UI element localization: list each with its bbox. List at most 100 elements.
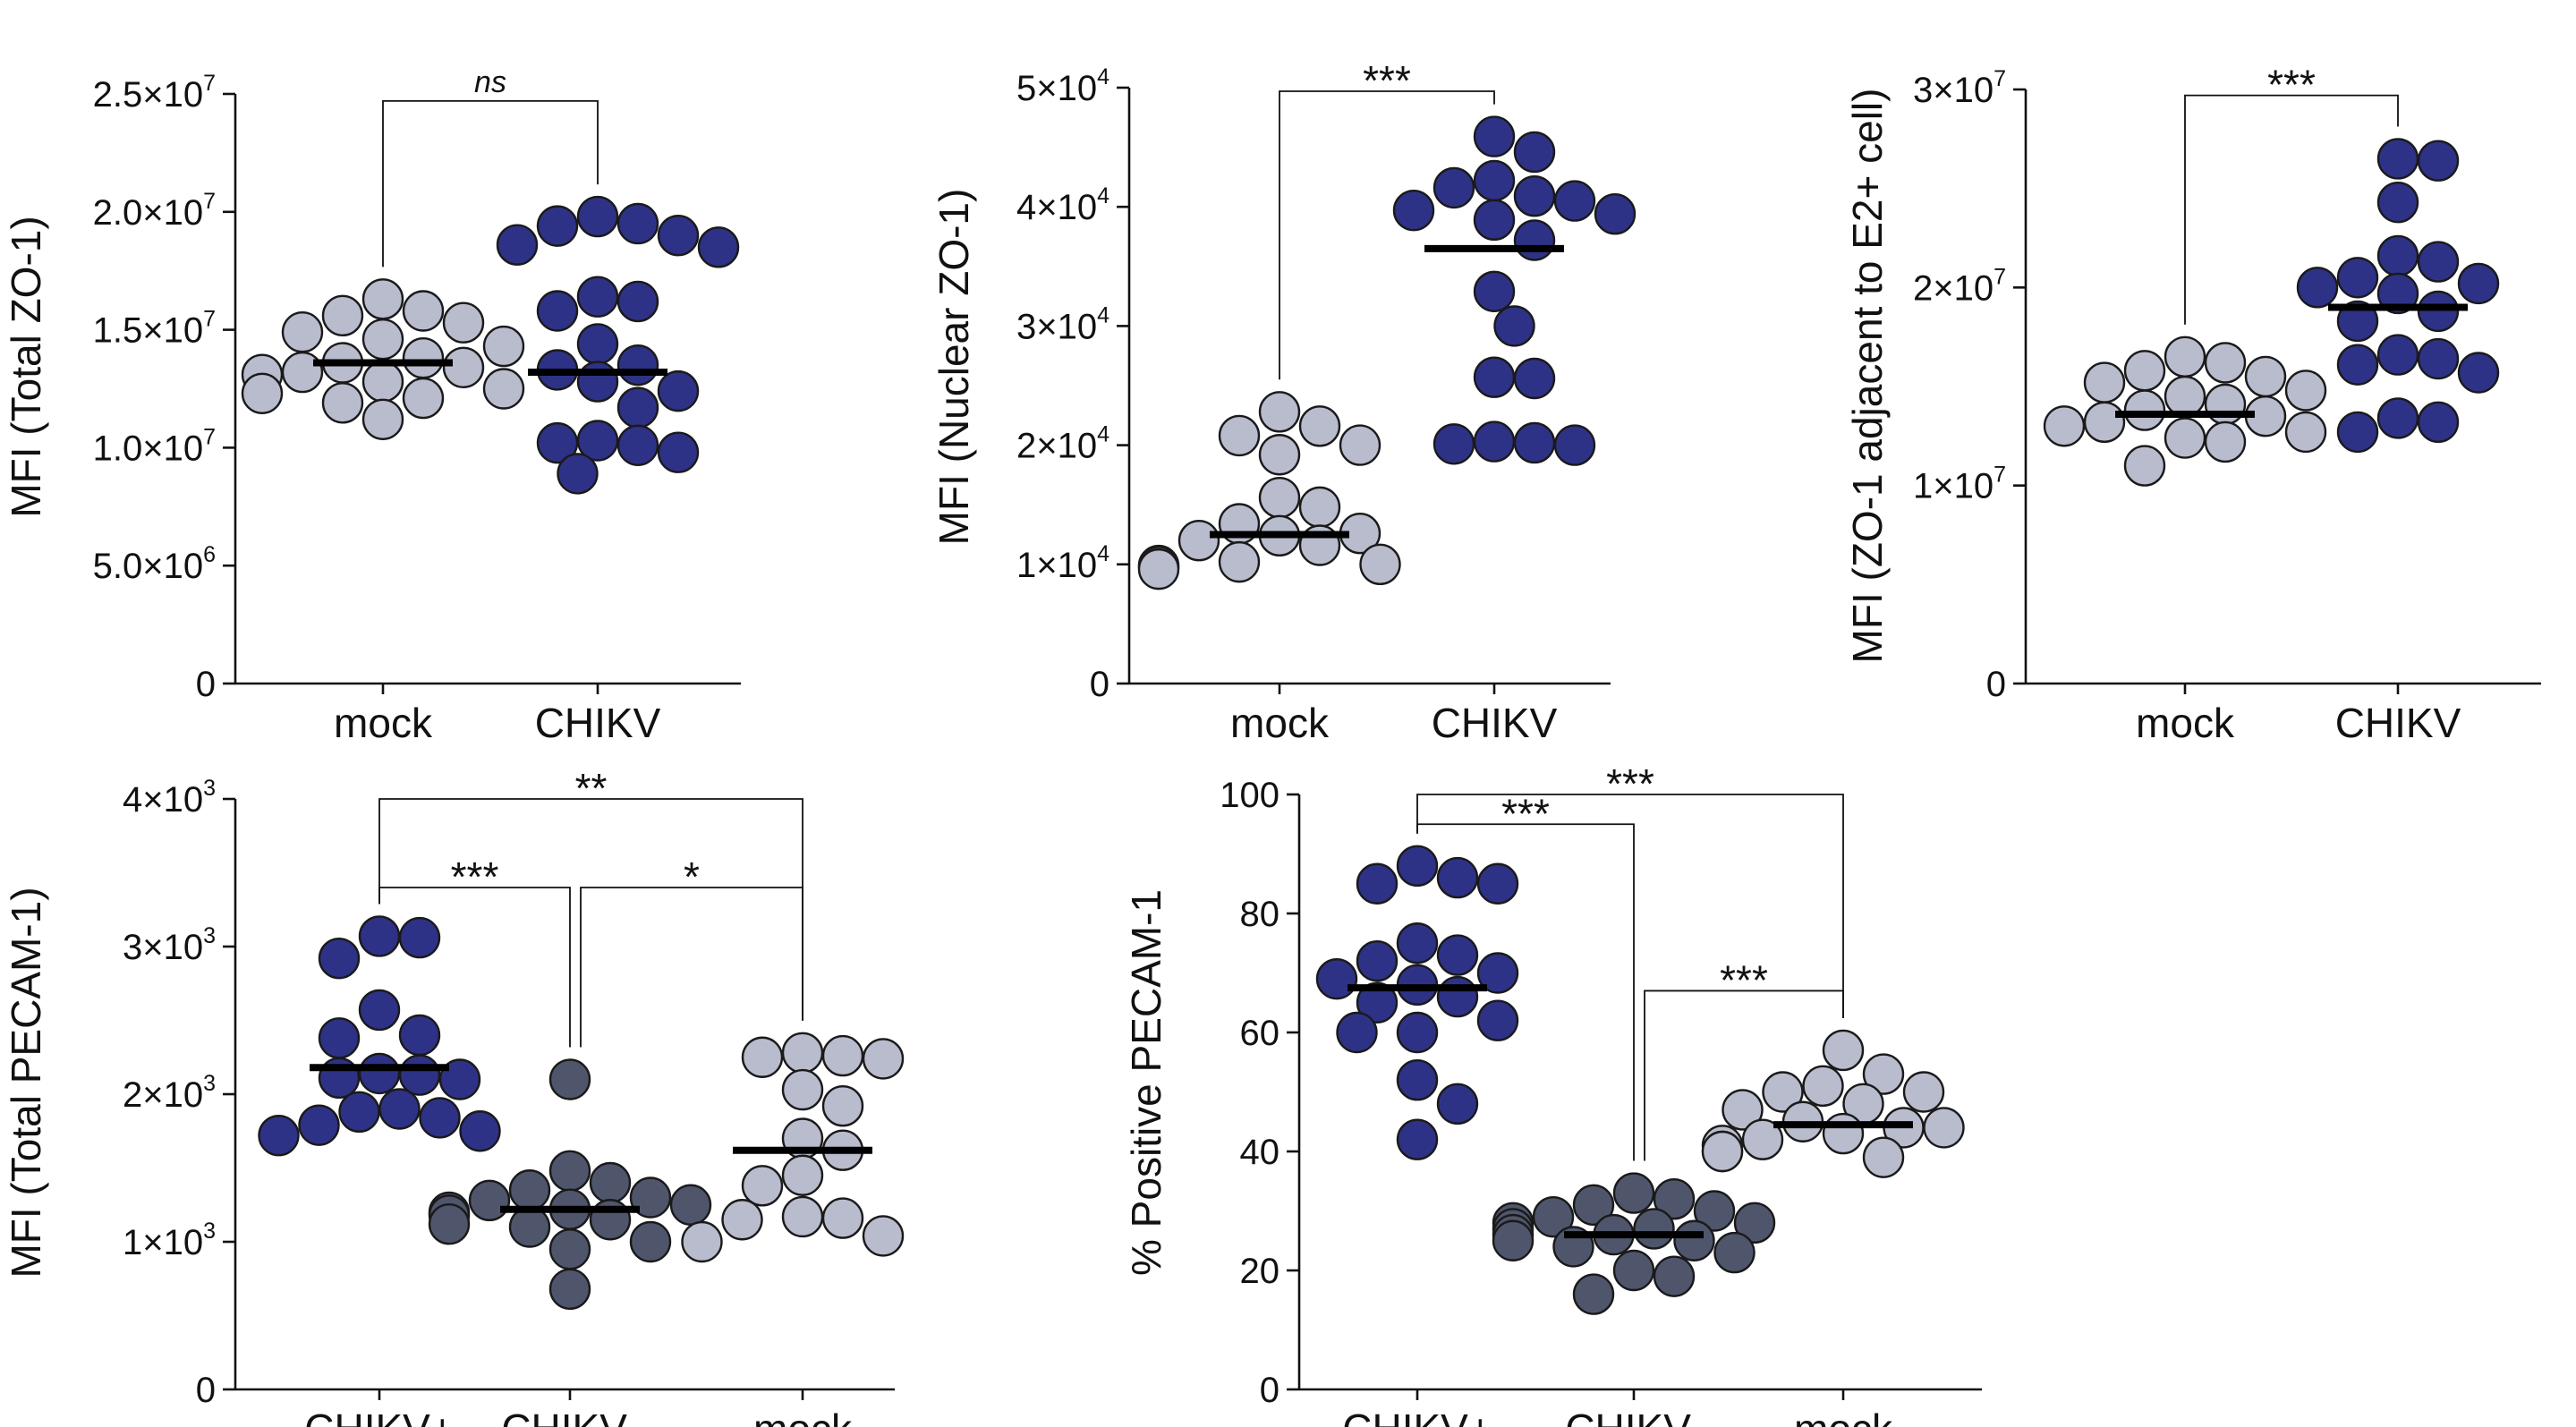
data-point [482, 368, 525, 410]
data-point [1553, 180, 1596, 222]
data-point [1476, 862, 1519, 905]
y-tick-label: 2.0×107 [93, 189, 216, 233]
data-point [318, 1017, 361, 1059]
data-point [576, 276, 619, 318]
data-point [2376, 397, 2419, 439]
significance-bracket [1279, 90, 1495, 380]
y-tick-label: 1.0×107 [93, 424, 216, 468]
data-point [361, 278, 404, 320]
data-point [589, 1161, 632, 1204]
data-point [1396, 1011, 1439, 1054]
y-axis-label: MFI (Total PECAM-1) [3, 887, 49, 1278]
data-point [616, 280, 659, 323]
data-point [338, 1091, 380, 1134]
data-point [657, 431, 700, 473]
data-point [2204, 420, 2247, 463]
data-point [576, 323, 619, 365]
y-tick-label: 0 [196, 665, 216, 704]
y-tick-label: 5.0×106 [93, 542, 216, 586]
significance-bracket [580, 887, 803, 1048]
data-point [1258, 434, 1301, 476]
data-point [361, 398, 404, 440]
y-tick-label: 3×104 [1016, 302, 1109, 346]
data-point [1177, 519, 1220, 562]
category-label: mock [2136, 700, 2235, 746]
y-axis-label: MFI (Nuclear ZO-1) [931, 189, 977, 546]
series-mock [241, 278, 525, 440]
data-point [2417, 140, 2460, 182]
data-point [468, 1179, 511, 1222]
data-point [616, 386, 659, 429]
series-mock [2043, 336, 2327, 487]
series-CHIKV+ [258, 915, 501, 1157]
data-point [402, 337, 445, 379]
y-tick-label: 0 [1986, 665, 2006, 704]
data-point [2083, 361, 2126, 403]
category-label: mock [1230, 700, 1330, 746]
data-point [1513, 421, 1556, 464]
data-point [616, 344, 659, 386]
data-point [1476, 999, 1519, 1041]
data-point [1673, 1219, 1715, 1261]
data-point [459, 1110, 501, 1152]
significance-label: * [684, 854, 700, 900]
data-point [781, 1195, 824, 1238]
data-point [1572, 1273, 1615, 1315]
y-tick-label: 5×104 [1016, 64, 1109, 108]
data-point [669, 1184, 712, 1226]
series-CHIKV [496, 195, 740, 495]
data-point [2204, 342, 2247, 384]
data-point [398, 916, 441, 959]
data-point [361, 361, 404, 403]
data-point [358, 1052, 401, 1095]
panel-positive-pecam1: 0 20 40 60 80 100 % Positive PECAM-1 CHIKV+ CHIK… [1123, 760, 1982, 1427]
data-point [321, 294, 364, 336]
series-CHIKV [1392, 115, 1637, 466]
significance-bracket [1416, 823, 1635, 1161]
data-point [2376, 138, 2419, 180]
data-point [1473, 270, 1516, 312]
significance-label: *** [451, 854, 499, 900]
data-point [1513, 131, 1556, 174]
data-point [419, 1097, 461, 1139]
data-point [2417, 241, 2460, 283]
data-point [741, 1165, 784, 1207]
data-point [398, 1014, 441, 1057]
series-mock [1701, 1029, 1965, 1178]
data-point [781, 1154, 824, 1196]
data-point [2296, 267, 2339, 309]
data-point [1356, 939, 1399, 982]
data-point [378, 1088, 421, 1130]
data-point [298, 1104, 340, 1146]
y-tick-label: 0 [196, 1371, 216, 1410]
data-point [321, 382, 364, 424]
data-point [697, 226, 740, 268]
series-CHIKV+ [1315, 845, 1519, 1160]
data-point [358, 915, 401, 957]
data-point [496, 224, 539, 266]
significance-bracket [378, 798, 803, 1021]
data-point [616, 202, 659, 245]
y-tick-label: 4×103 [123, 776, 216, 820]
data-point [281, 311, 324, 353]
y-tick-label: 100 [1220, 776, 1279, 815]
data-point [1862, 1053, 1905, 1095]
category-label: mock [334, 700, 433, 746]
data-point [1653, 1255, 1696, 1297]
data-point [741, 1036, 784, 1078]
data-point [358, 989, 401, 1032]
data-point [1532, 1195, 1575, 1238]
significance-label: *** [2267, 62, 2316, 108]
data-point [1356, 862, 1399, 905]
data-point [2164, 375, 2206, 418]
data-point [1298, 405, 1341, 447]
data-point [2457, 262, 2500, 305]
data-point [1339, 424, 1382, 466]
data-point [1713, 1231, 1756, 1274]
data-point [241, 372, 284, 414]
data-point [629, 1176, 672, 1219]
data-point [1701, 1130, 1744, 1173]
panel-total-pecam1: 0 1×103 2×103 3×103 4×103 MFI (Total PECAM-1)… [3, 765, 905, 1427]
data-point [862, 1038, 905, 1080]
data-point [1862, 1136, 1905, 1178]
